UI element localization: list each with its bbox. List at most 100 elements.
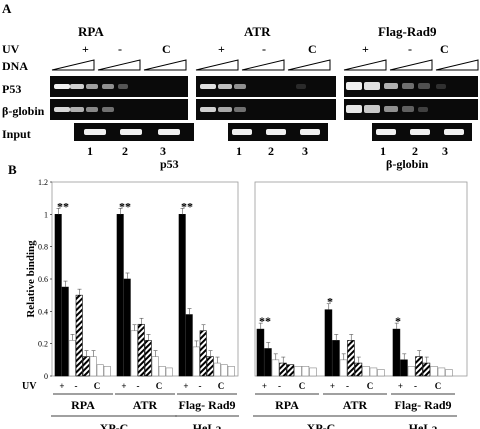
bar: [309, 367, 317, 377]
group-title-flag-rad9: Flag-Rad9: [378, 24, 437, 39]
gel-input-rad9: [372, 123, 472, 141]
panel-b-letter: B: [8, 162, 17, 177]
group-label: ATR: [133, 398, 158, 412]
cell-line-label: HeLa: [193, 421, 222, 429]
uv-tick: +: [330, 381, 335, 391]
uv-tick: +: [398, 381, 403, 391]
bar: [332, 340, 340, 377]
bar: [123, 278, 131, 377]
lane-3-p53: 3: [160, 144, 166, 158]
cell-line-label: XP-C: [307, 421, 336, 429]
uv-tick: C: [435, 381, 442, 391]
y-tick-label: 0.8: [38, 243, 48, 252]
bar: [227, 366, 235, 377]
bar: [178, 214, 186, 377]
bar: [279, 362, 287, 377]
dna-row-label: DNA: [2, 59, 28, 73]
bar: [213, 362, 221, 377]
bar: [96, 364, 104, 377]
y-tick-label: 0.2: [38, 340, 48, 349]
globin-row-label: β-globin: [2, 104, 45, 118]
bar: [271, 359, 280, 377]
uv-tick: -: [278, 381, 281, 391]
uv-plus-atr: +: [218, 42, 225, 56]
bar: [144, 340, 152, 377]
chart-left: Relative binding 0 0.2 0.4 0.6 0.8 1 1.2 ** + - C RP…: [22, 178, 239, 429]
uv-tick: -: [199, 381, 202, 391]
uv-tick: C: [94, 381, 101, 391]
uv-plus-rad9: +: [362, 42, 369, 56]
lane-1-globin: 1: [380, 144, 386, 158]
y-tick-label: 0: [44, 372, 48, 381]
bar: [400, 359, 408, 377]
p53-row-label: P53: [2, 82, 22, 96]
bar: [75, 294, 83, 377]
lane-1-p53: 1: [87, 144, 93, 158]
group-label: RPA: [275, 398, 299, 412]
bar: [82, 356, 90, 377]
uv-plus-rpa: +: [82, 42, 89, 56]
uv-row-label: UV: [2, 42, 20, 56]
significance-stars: *: [327, 295, 333, 309]
uv-control-atr: C: [308, 42, 317, 56]
bar: [158, 366, 166, 377]
dna-dilution-triangles: [51, 59, 479, 71]
bar: [68, 340, 76, 377]
bar: [192, 346, 200, 377]
bar: [430, 366, 438, 377]
lane-2-globin: 2: [412, 144, 418, 158]
y-tick-label: 1.2: [38, 178, 48, 187]
uv-tick: +: [59, 381, 64, 391]
group-label: Flag- Rad9: [395, 398, 452, 412]
uv-tick: -: [346, 381, 349, 391]
uv-tick: +: [121, 381, 126, 391]
bar: [151, 356, 159, 377]
group-title-atr: ATR: [244, 24, 271, 39]
uv-tick: +: [183, 381, 188, 391]
bar: [206, 356, 214, 377]
uv-tick: +: [262, 381, 267, 391]
uv-control-rpa: C: [162, 42, 171, 56]
bar: [185, 314, 193, 377]
uv-tick: C: [299, 381, 306, 391]
bar: [339, 359, 348, 377]
uv-tick: C: [367, 381, 374, 391]
bar: [199, 330, 207, 377]
panel-a-letter: A: [2, 1, 12, 16]
y-tick-label: 0.4: [38, 307, 48, 316]
y-tick-label: 0.6: [38, 275, 48, 284]
bar: [422, 362, 431, 377]
bar: [130, 330, 138, 377]
bar: [354, 362, 363, 377]
bar: [369, 367, 378, 377]
chart-right: Relative Binding**+-CRPA*+-CATR*+-CFlag-…: [253, 181, 468, 429]
bar: [377, 369, 385, 377]
uv-control-rad9: C: [440, 42, 449, 56]
gel-globin-rad9: [344, 99, 478, 120]
bar: [116, 214, 124, 377]
y-axis-label: Relative binding: [25, 240, 37, 318]
bar: [220, 364, 228, 377]
uv-tick: C: [156, 381, 163, 391]
bar: [286, 364, 295, 377]
bar: [294, 366, 302, 377]
uv-minus-rpa: -: [118, 42, 122, 56]
gel-input-p53: [74, 123, 194, 141]
bar: [264, 348, 272, 377]
bar: [437, 367, 446, 377]
significance-stars: **: [181, 199, 193, 213]
gel-globin-atr: [196, 99, 336, 120]
uv-tick: -: [137, 381, 140, 391]
group-title-rpa: RPA: [78, 24, 104, 39]
uv-minus-atr: -: [262, 42, 266, 56]
y-tick-label: 1: [44, 210, 48, 219]
gel-input-atr: [228, 123, 328, 141]
bar: [347, 340, 355, 377]
uv-minus-rad9: -: [408, 42, 412, 56]
significance-stars: **: [119, 199, 131, 213]
bar: [407, 366, 416, 377]
bar: [89, 356, 97, 377]
bar: [362, 366, 370, 377]
bar: [165, 367, 173, 377]
lane-1-atr: 1: [236, 144, 242, 158]
